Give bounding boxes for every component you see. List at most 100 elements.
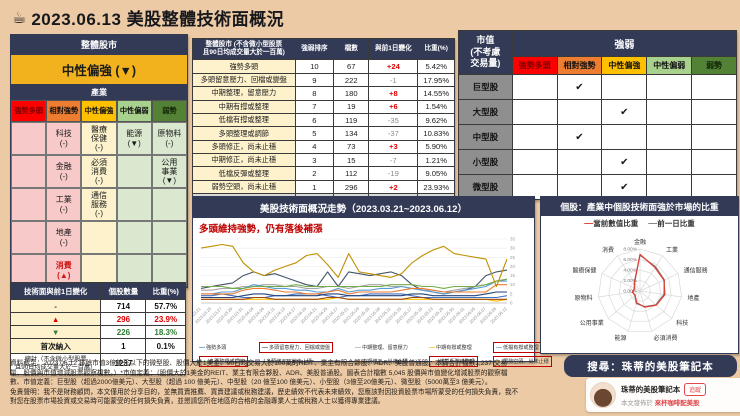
cap-row: 巨型股 ✔ bbox=[458, 74, 737, 100]
matrix-corner-header: 市值 (不考慮 交易量) bbox=[458, 30, 513, 75]
table-row: 低檔反彈或整理 2 112 -19 9.05% bbox=[192, 166, 455, 181]
industry-cell bbox=[11, 221, 47, 254]
author-name: 珠蒂的美股筆記本 bbox=[621, 385, 681, 394]
author-profile-card: 珠蒂的美股筆記本 追蹤 本文發佈於 來杯咖啡配美股 bbox=[586, 378, 740, 412]
strength-level-header: 強勢多頭 bbox=[11, 100, 47, 122]
svg-text:10: 10 bbox=[510, 282, 515, 287]
table-row: 強勢多頭 10 67 +24 5.42% bbox=[192, 59, 455, 74]
svg-text:公用事業: 公用事業 bbox=[580, 319, 604, 327]
svg-text:科技: 科技 bbox=[676, 319, 688, 327]
legend-item: — 低檔有撐或整理 bbox=[493, 342, 542, 353]
industry-cell bbox=[11, 188, 47, 221]
cap-row: 小型股 ✔ bbox=[458, 149, 737, 175]
search-badge: 搜尋：珠蒂的美股筆記本 bbox=[564, 355, 737, 377]
industry-cell bbox=[116, 155, 152, 188]
strength-level-header: 相對強勢 bbox=[46, 100, 82, 122]
table-row: ▼ 226 18.3% bbox=[9, 325, 186, 339]
trend-chart-title: 美股技術面概況走勢（2023.03.21~2023.06.12） bbox=[193, 197, 534, 218]
legend-item: —前一日比重 bbox=[648, 218, 695, 228]
legend-item: — 低檔反彈或整理 bbox=[429, 356, 478, 367]
industry-cell: 原物料 (-) bbox=[151, 122, 187, 155]
industry-cell: 必須 消費 (-) bbox=[81, 155, 117, 188]
strength-level-header: 中性偏弱 bbox=[646, 56, 693, 75]
table-total-row: 總計（不含微小型股票 且90日均成交量大於一百萬） 1237 bbox=[9, 352, 186, 376]
strength-level-header: 弱勢 bbox=[151, 100, 187, 122]
industry-cell bbox=[81, 221, 117, 254]
check-icon: ✔ bbox=[601, 99, 648, 125]
disclaimer-line: 量、股價與市值增減股票觀察檔數。）*市值定義：（股價大於1美金的REIT、業主有… bbox=[10, 369, 508, 377]
industry-cell bbox=[151, 221, 187, 254]
industry-cell bbox=[151, 188, 187, 221]
industry-cell bbox=[11, 155, 47, 188]
industry-radar-panel: 個股：產業中個股技術面強於市場的比重 —當前數值比重 —前一日比重 0.00% 2.… bbox=[540, 196, 739, 354]
overall-market-panel: 整體股市 中性偏強 (▼) 產業 強勢多頭 相對強勢 中性偏強 中性偏弱 弱勢 科技 (-)… bbox=[10, 34, 188, 288]
strength-level-header: 弱勢 bbox=[691, 56, 737, 75]
svg-text:4.00%: 4.00% bbox=[623, 268, 637, 274]
industry-radar-chart: 0.00% 2.00% 4.00% 6.00% 8.00%金融工業通信服務地產科技必須消… bbox=[572, 238, 708, 342]
publication-link[interactable]: 來杯咖啡配美股 bbox=[654, 400, 700, 407]
legend-item: — 中期有撐或整理 bbox=[429, 344, 472, 352]
svg-text:6.00%: 6.00% bbox=[623, 257, 637, 263]
trend-annotation: 多頭維持強勢，仍有落後補漲 bbox=[199, 224, 323, 235]
daily-change-table: 技術面與前1日變化 個股數量 比重(%) -714 57.7% ▲ 296 23.9% ▼ 226… bbox=[9, 282, 186, 376]
table-row: -714 57.7% bbox=[9, 299, 186, 313]
legend-item: — 多頭整理或調節 bbox=[199, 356, 248, 367]
industry-cell: 科技 (-) bbox=[46, 122, 82, 155]
industry-cell bbox=[116, 221, 152, 254]
legend-item: — 多頭修正、尚未止穩 bbox=[259, 358, 312, 366]
disclaimer-line: 數、市值定義：巨型股（超過2000億美元）、大型股（超過 100 億美元）、中型… bbox=[10, 379, 492, 387]
page-header: ☕ 2023.06.13 美股整體技術面概況 bbox=[12, 5, 284, 30]
legend-item: —當前數值比重 bbox=[584, 218, 639, 228]
disclaimer-text: 資料截至：2023.06.12 排除市值3億美元以下的微型股、股價大於1美金、9… bbox=[10, 359, 562, 407]
table-row: 多頭修正，尚未止穩 4 73 +3 5.90% bbox=[192, 139, 455, 155]
radar-title: 個股：產業中個股技術面強於市場的比重 bbox=[541, 197, 738, 216]
overall-status-badge: 中性偏強 (▼) bbox=[11, 54, 187, 85]
strength-level-header: 中性偏強 bbox=[81, 100, 117, 122]
strength-group-header: 強弱 bbox=[511, 30, 738, 57]
industry-cell: 能源 (▼) bbox=[116, 122, 152, 155]
table-row: 多頭整理或調節 5 134 -37 10.83% bbox=[192, 126, 455, 141]
svg-text:25: 25 bbox=[510, 255, 515, 260]
check-icon: ✔ bbox=[556, 124, 603, 150]
table-row: 弱勢空頭，尚未止穩 1 296 +2 23.93% bbox=[192, 179, 455, 195]
industry-cell: 醫療 保健 (-) bbox=[81, 122, 117, 155]
svg-text:8.00%: 8.00% bbox=[623, 247, 637, 253]
radar-legend: —當前數值比重 —前一日比重 bbox=[541, 216, 738, 229]
svg-text:35: 35 bbox=[510, 237, 515, 242]
legend-item: — 弱勢空頭、尚未止穩 bbox=[493, 356, 552, 367]
page-title: 2023.06.13 美股整體技術面概況 bbox=[31, 10, 285, 29]
industry-cell: 金融 (-) bbox=[46, 155, 82, 188]
svg-text:0: 0 bbox=[510, 301, 513, 306]
check-icon: ✔ bbox=[601, 174, 648, 200]
svg-text:15: 15 bbox=[510, 273, 515, 278]
disclaimer-line: 免責聲明：我不是財務顧問，本文僅用於分享目的，並無買賣推薦、買賣建議或稅務建議，… bbox=[10, 388, 519, 396]
svg-text:金融: 金融 bbox=[634, 238, 646, 246]
table-header-row: 技術面與前1日變化 個股數量 比重(%) bbox=[9, 282, 186, 300]
follow-button[interactable]: 追蹤 bbox=[684, 383, 707, 396]
svg-text:醫療保健: 醫療保健 bbox=[572, 267, 596, 275]
svg-text:30: 30 bbox=[510, 246, 515, 251]
industry-cell: 地產 (-) bbox=[46, 221, 82, 254]
industry-cell bbox=[81, 254, 117, 287]
strength-level-header: 中性偏弱 bbox=[116, 100, 152, 122]
trend-legend: — 強勢多頭 — 多頭留意壓力、回檔或變盤 — 中期整理、留意壓力 — 中期有撐或整理 — 低檔有… bbox=[193, 340, 552, 367]
table-row: 首次納入 1 0.1% bbox=[9, 338, 186, 354]
table-row: 低檔有撐或整理 6 119 -35 9.62% bbox=[192, 112, 455, 128]
overall-market-header: 整體股市 bbox=[11, 35, 187, 54]
published-prefix: 本文發佈於 bbox=[621, 400, 653, 407]
svg-text:地產: 地產 bbox=[688, 294, 700, 302]
legend-item: — 多頭留意壓力、回檔或變盤 bbox=[259, 342, 334, 353]
svg-text:工業: 工業 bbox=[666, 246, 678, 254]
svg-text:20: 20 bbox=[510, 264, 515, 269]
check-icon: ✔ bbox=[556, 74, 603, 100]
trend-line-chart: 051015202530352023.03.212023.03.232023.0… bbox=[183, 237, 515, 325]
svg-text:能源: 能源 bbox=[614, 334, 626, 342]
svg-text:必須消費: 必須消費 bbox=[654, 334, 678, 342]
svg-text:通信服務: 通信服務 bbox=[684, 267, 708, 275]
market-cap-strength-matrix: 市值 (不考慮 交易量) 強弱 強勢多頭 相對強勢 中性偏強 中性偏弱 弱勢 巨型股 ✔ 大型股 ✔… bbox=[458, 30, 738, 200]
industry-cell bbox=[11, 254, 47, 287]
svg-text:0.00%: 0.00% bbox=[623, 289, 637, 295]
disclaimer-line: 對您在股票市場投資或交易時可能蒙受的任何損失負責，並懇請您所在地區的合格的金融專… bbox=[10, 398, 385, 406]
table-row: 多頭留意壓力、回檔或變盤 9 222 -1 17.95% bbox=[192, 72, 455, 88]
legend-item: — 強勢多頭 bbox=[199, 344, 227, 352]
